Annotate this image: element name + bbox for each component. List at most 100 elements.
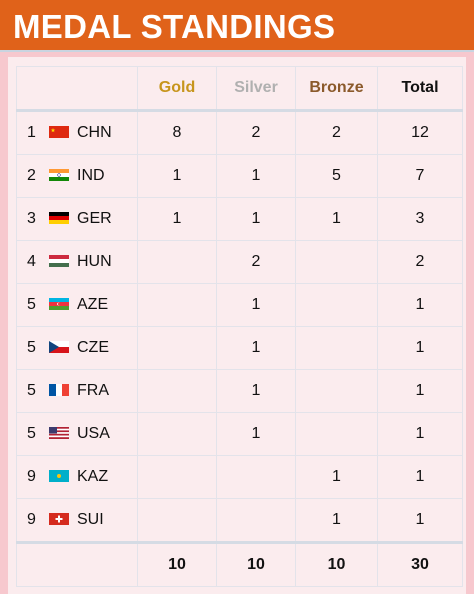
silver-count: 2 [216, 110, 296, 155]
header-bar: MEDAL STANDINGS [0, 0, 474, 52]
silver-count: 1 [216, 154, 296, 198]
page-title: MEDAL STANDINGS [13, 8, 336, 45]
table-row: 3 GER 1 1 1 3 [16, 197, 463, 241]
table-row: 5 CZE 1 1 [16, 326, 463, 370]
country-code: KAZ [77, 468, 109, 485]
rank: 5 [27, 382, 36, 399]
rank: 5 [27, 296, 36, 313]
bronze-header: Bronze [295, 66, 378, 112]
germany-flag-icon [49, 212, 69, 224]
rank: 5 [27, 425, 36, 442]
gold-count [137, 283, 217, 327]
country-code: GER [77, 210, 112, 227]
table-row: 5 FRA 1 1 [16, 369, 463, 413]
rank: 9 [27, 468, 36, 485]
silver-count: 2 [216, 240, 296, 284]
country-code: SUI [77, 511, 104, 528]
total-count: 2 [377, 240, 463, 284]
total-count: 7 [377, 154, 463, 198]
team-cell: 4 HUN [16, 240, 138, 284]
rank: 9 [27, 511, 36, 528]
bronze-count: 1 [295, 498, 378, 543]
total-count: 1 [377, 498, 463, 543]
rank: 1 [27, 124, 36, 141]
gold-count [137, 498, 217, 543]
team-header [16, 66, 138, 112]
team-cell: 5 AZE [16, 283, 138, 327]
table-row: 9 SUI 1 1 [16, 498, 463, 543]
gold-count: 1 [137, 154, 217, 198]
total-count: 3 [377, 197, 463, 241]
gold-count [137, 412, 217, 456]
table-row: 9 KAZ 1 1 [16, 455, 463, 499]
total-count: 12 [377, 110, 463, 155]
total-count: 1 [377, 369, 463, 413]
bronze-count [295, 283, 378, 327]
table-row: 1 CHN 8 2 2 12 [16, 110, 463, 155]
total-count: 1 [377, 283, 463, 327]
silver-count [216, 455, 296, 499]
table-row: 4 HUN 2 2 [16, 240, 463, 284]
gold-count [137, 455, 217, 499]
silver-count: 1 [216, 283, 296, 327]
silver-count: 1 [216, 369, 296, 413]
silver-count: 1 [216, 412, 296, 456]
czechia-flag-icon [49, 341, 69, 353]
gold-count [137, 369, 217, 413]
bronze-count [295, 240, 378, 284]
azerbaijan-flag-icon [49, 298, 69, 310]
total-bronze: 10 [295, 541, 378, 587]
silver-header: Silver [216, 66, 296, 112]
team-cell: 5 FRA [16, 369, 138, 413]
table-row: 2 IND 1 1 5 7 [16, 154, 463, 198]
country-code: USA [77, 425, 110, 442]
rank: 5 [27, 339, 36, 356]
bronze-count [295, 326, 378, 370]
country-code: HUN [77, 253, 112, 270]
total-header: Total [377, 66, 463, 112]
bronze-count [295, 369, 378, 413]
gold-count [137, 240, 217, 284]
country-code: CZE [77, 339, 109, 356]
country-code: CHN [77, 124, 112, 141]
silver-count [216, 498, 296, 543]
india-flag-icon [49, 169, 69, 181]
kazakhstan-flag-icon [49, 470, 69, 482]
table-row: 5 USA 1 1 [16, 412, 463, 456]
gold-header: Gold [137, 66, 217, 112]
france-flag-icon [49, 384, 69, 396]
total-medals: 30 [377, 541, 463, 587]
table-row: 5 AZE 1 1 [16, 283, 463, 327]
totals-label-cell [16, 541, 138, 587]
table-panel: Gold Silver Bronze Total 1 CHN 8 2 2 12 2 IND 1 1… [8, 57, 466, 594]
bronze-count: 1 [295, 455, 378, 499]
switzerland-flag-icon [49, 513, 69, 525]
gold-count [137, 326, 217, 370]
total-count: 1 [377, 455, 463, 499]
bronze-count: 2 [295, 110, 378, 155]
silver-count: 1 [216, 197, 296, 241]
team-cell: 5 CZE [16, 326, 138, 370]
medal-table: Gold Silver Bronze Total 1 CHN 8 2 2 12 2 IND 1 1… [16, 66, 463, 587]
country-code: FRA [77, 382, 109, 399]
total-count: 1 [377, 412, 463, 456]
gold-count: 8 [137, 110, 217, 155]
header-row: Gold Silver Bronze Total [16, 66, 463, 112]
country-code: IND [77, 167, 105, 184]
gold-count: 1 [137, 197, 217, 241]
team-cell: 2 IND [16, 154, 138, 198]
silver-count: 1 [216, 326, 296, 370]
usa-flag-icon [49, 427, 69, 439]
team-cell: 5 USA [16, 412, 138, 456]
rank: 4 [27, 253, 36, 270]
total-count: 1 [377, 326, 463, 370]
team-cell: 1 CHN [16, 110, 138, 155]
totals-row: 10 10 10 30 [16, 541, 463, 587]
hungary-flag-icon [49, 255, 69, 267]
bronze-count [295, 412, 378, 456]
team-cell: 9 SUI [16, 498, 138, 543]
bronze-count: 1 [295, 197, 378, 241]
total-silver: 10 [216, 541, 296, 587]
team-cell: 3 GER [16, 197, 138, 241]
